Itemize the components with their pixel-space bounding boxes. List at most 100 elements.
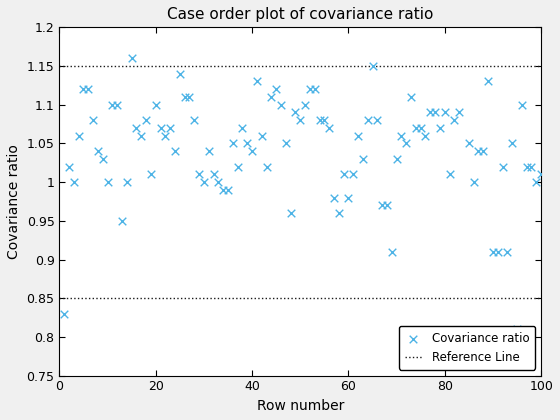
- Covariance ratio: [296, 117, 305, 123]
- Covariance ratio: [536, 171, 545, 178]
- Covariance ratio: [469, 179, 478, 186]
- Covariance ratio: [291, 109, 300, 116]
- Covariance ratio: [161, 132, 170, 139]
- Covariance ratio: [373, 117, 382, 123]
- Covariance ratio: [484, 78, 493, 85]
- Covariance ratio: [464, 140, 473, 147]
- Covariance ratio: [498, 163, 507, 170]
- Covariance ratio: [358, 155, 367, 162]
- Covariance ratio: [257, 132, 266, 139]
- Covariance ratio: [272, 86, 281, 92]
- Covariance ratio: [108, 101, 117, 108]
- Covariance ratio: [460, 357, 469, 364]
- Covariance ratio: [228, 140, 237, 147]
- Covariance ratio: [532, 179, 541, 186]
- Covariance ratio: [190, 117, 199, 123]
- Covariance ratio: [185, 94, 194, 100]
- Covariance ratio: [397, 132, 406, 139]
- Covariance ratio: [382, 202, 391, 209]
- Covariance ratio: [175, 71, 184, 77]
- Covariance ratio: [69, 179, 78, 186]
- Covariance ratio: [329, 194, 338, 201]
- Covariance ratio: [194, 171, 203, 178]
- Covariance ratio: [474, 148, 483, 155]
- Covariance ratio: [493, 248, 502, 255]
- Covariance ratio: [84, 86, 93, 92]
- Covariance ratio: [488, 248, 497, 255]
- Covariance ratio: [281, 140, 290, 147]
- Covariance ratio: [479, 148, 488, 155]
- Covariance ratio: [310, 86, 319, 92]
- Covariance ratio: [199, 179, 208, 186]
- Covariance ratio: [156, 125, 165, 131]
- Covariance ratio: [325, 125, 334, 131]
- Covariance ratio: [334, 210, 343, 216]
- Covariance ratio: [88, 117, 97, 123]
- Covariance ratio: [512, 326, 521, 333]
- Covariance ratio: [412, 125, 421, 131]
- Covariance ratio: [122, 179, 131, 186]
- Covariance ratio: [214, 179, 223, 186]
- Covariance ratio: [118, 218, 127, 224]
- Covariance ratio: [503, 248, 512, 255]
- Covariance ratio: [113, 101, 122, 108]
- Covariance ratio: [344, 194, 353, 201]
- Covariance ratio: [223, 186, 232, 193]
- Covariance ratio: [421, 132, 430, 139]
- Covariance ratio: [339, 171, 348, 178]
- Covariance ratio: [243, 140, 252, 147]
- Covariance ratio: [436, 125, 445, 131]
- Covariance ratio: [455, 109, 464, 116]
- Covariance ratio: [218, 186, 227, 193]
- Covariance ratio: [301, 101, 310, 108]
- Covariance ratio: [431, 109, 440, 116]
- Covariance ratio: [368, 63, 377, 69]
- Covariance ratio: [238, 125, 247, 131]
- Covariance ratio: [151, 101, 160, 108]
- Covariance ratio: [440, 109, 449, 116]
- Covariance ratio: [60, 310, 69, 317]
- Covariance ratio: [166, 125, 175, 131]
- Covariance ratio: [98, 155, 107, 162]
- Covariance ratio: [94, 148, 102, 155]
- Covariance ratio: [450, 117, 459, 123]
- Covariance ratio: [407, 94, 416, 100]
- Y-axis label: Covariance ratio: Covariance ratio: [7, 144, 21, 259]
- Covariance ratio: [233, 163, 242, 170]
- Covariance ratio: [132, 125, 141, 131]
- Covariance ratio: [74, 132, 83, 139]
- Covariance ratio: [353, 132, 362, 139]
- Covariance ratio: [79, 86, 88, 92]
- Covariance ratio: [402, 140, 410, 147]
- Covariance ratio: [64, 163, 73, 170]
- Covariance ratio: [416, 125, 425, 131]
- Covariance ratio: [209, 171, 218, 178]
- Covariance ratio: [137, 132, 146, 139]
- Covariance ratio: [445, 171, 454, 178]
- Covariance ratio: [392, 155, 401, 162]
- Covariance ratio: [204, 148, 213, 155]
- Covariance ratio: [146, 171, 155, 178]
- Covariance ratio: [286, 210, 295, 216]
- Covariance ratio: [363, 117, 372, 123]
- Legend: Covariance ratio, Reference Line: Covariance ratio, Reference Line: [399, 326, 535, 370]
- Covariance ratio: [248, 148, 256, 155]
- Covariance ratio: [349, 171, 358, 178]
- Covariance ratio: [127, 55, 136, 62]
- Covariance ratio: [517, 101, 526, 108]
- Covariance ratio: [508, 140, 517, 147]
- Covariance ratio: [253, 78, 262, 85]
- X-axis label: Row number: Row number: [256, 399, 344, 413]
- Covariance ratio: [262, 163, 271, 170]
- Covariance ratio: [522, 163, 531, 170]
- Covariance ratio: [180, 94, 189, 100]
- Covariance ratio: [426, 109, 435, 116]
- Covariance ratio: [277, 101, 286, 108]
- Covariance ratio: [377, 202, 386, 209]
- Title: Case order plot of covariance ratio: Case order plot of covariance ratio: [167, 7, 433, 22]
- Covariance ratio: [103, 179, 112, 186]
- Covariance ratio: [305, 86, 314, 92]
- Covariance ratio: [267, 94, 276, 100]
- Covariance ratio: [320, 117, 329, 123]
- Covariance ratio: [527, 163, 536, 170]
